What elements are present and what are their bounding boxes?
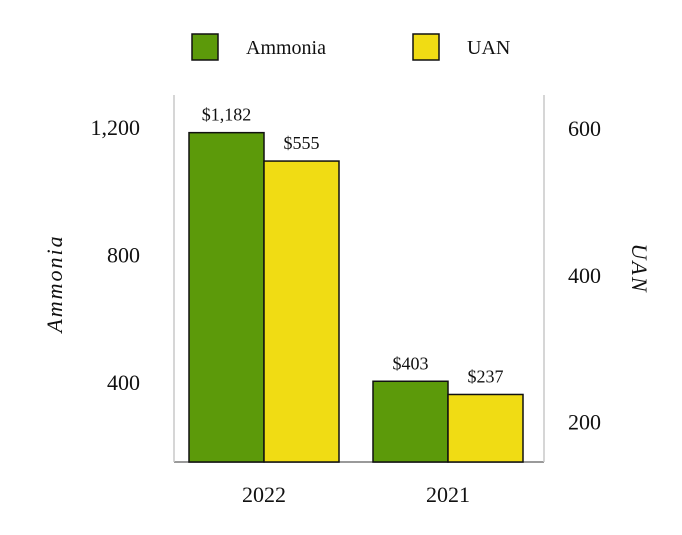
legend-swatch-ammonia bbox=[191, 33, 219, 61]
data-labels: $1,182 $403 $555 $237 bbox=[202, 105, 504, 387]
right-tick-label: 200 bbox=[568, 410, 601, 435]
data-label-uan: $237 bbox=[468, 366, 504, 386]
right-tick-label: 400 bbox=[568, 263, 601, 288]
legend-label-ammonia: Ammonia bbox=[246, 37, 326, 59]
right-tick-label: 600 bbox=[568, 116, 601, 141]
legend-label-uan: UAN bbox=[467, 37, 510, 59]
right-axis-title: UAN bbox=[627, 244, 652, 294]
bar-ammonia bbox=[188, 131, 265, 463]
left-axis-title: Ammonia bbox=[42, 234, 67, 334]
data-label-ammonia: $403 bbox=[393, 353, 429, 373]
bar-uan bbox=[447, 393, 524, 463]
data-label-ammonia: $1,182 bbox=[202, 105, 252, 125]
data-label-uan: $555 bbox=[284, 133, 320, 153]
left-tick-label: 400 bbox=[107, 370, 140, 395]
category-label: 2021 bbox=[426, 482, 470, 507]
bar-ammonia bbox=[372, 380, 449, 463]
left-tick-label: 1,200 bbox=[91, 115, 141, 140]
bar-uan bbox=[263, 160, 340, 463]
axes: 400 800 1,200 200 400 600 Ammonia UAN 2022 2021 bbox=[42, 95, 652, 507]
legend-swatch-uan bbox=[412, 33, 440, 61]
bars bbox=[188, 131, 524, 463]
left-tick-label: 800 bbox=[107, 243, 140, 268]
legend: Ammonia UAN bbox=[191, 33, 510, 61]
category-label: 2022 bbox=[242, 482, 286, 507]
